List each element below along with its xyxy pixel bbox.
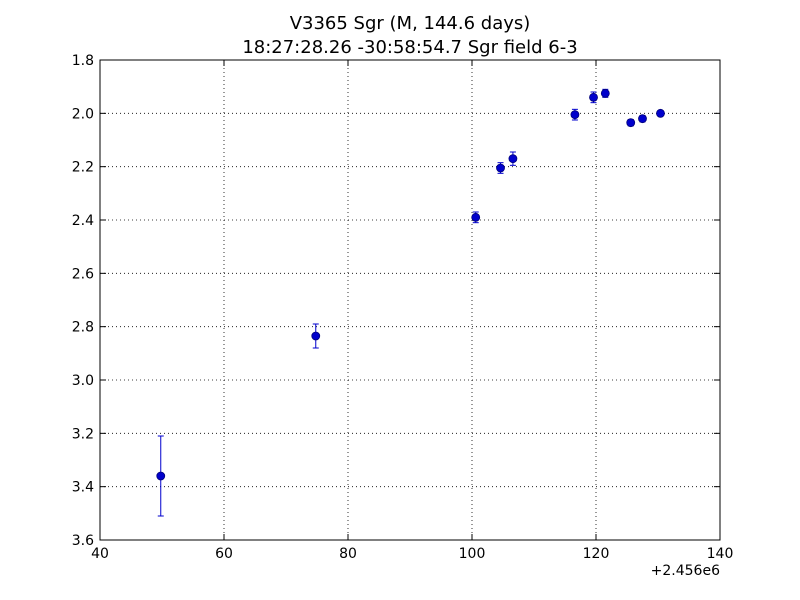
axis-ticks: 40 60 80 100 120 140 1.8 2.0 2.2 2.4 2.6 2.8 3.0 3.2 3… [72,53,734,562]
y-tick-label: 2.0 [72,106,94,122]
y-tick-label: 3.0 [72,373,94,389]
x-tick-label: 100 [459,546,486,562]
data-point [156,471,166,481]
y-tick-label: 1.8 [72,53,94,69]
data-point [656,108,665,118]
data-point [311,331,321,341]
chart-title: V3365 Sgr (M, 144.6 days) [290,13,531,34]
y-tick-label: 2.4 [72,213,94,229]
y-tick-label: 2.6 [72,266,94,282]
data-point [508,154,518,164]
grid-lines [100,60,720,540]
x-tick-label: 120 [583,546,610,562]
x-offset-label: +2.456e6 [651,563,720,579]
y-tick-label: 3.6 [72,533,94,549]
x-tick-label: 40 [91,546,109,562]
x-tick-label: 80 [339,546,357,562]
data-point [496,163,505,173]
data-point [600,88,610,98]
x-tick-label: 60 [215,546,233,562]
data-point [638,114,647,124]
data-point [471,212,481,222]
y-tick-label: 2.8 [72,320,94,336]
data-point [589,92,598,102]
data-point [570,110,580,120]
y-tick-label: 3.4 [72,480,94,496]
chart-subtitle: 18:27:28.26 -30:58:54.7 Sgr field 6-3 [242,37,577,58]
y-tick-label: 3.2 [72,426,94,442]
plot-area-frame [99,59,721,541]
y-tick-label: 2.2 [72,160,94,176]
data-point [626,118,636,128]
data-points [156,88,665,517]
x-tick-label: 140 [707,546,734,562]
